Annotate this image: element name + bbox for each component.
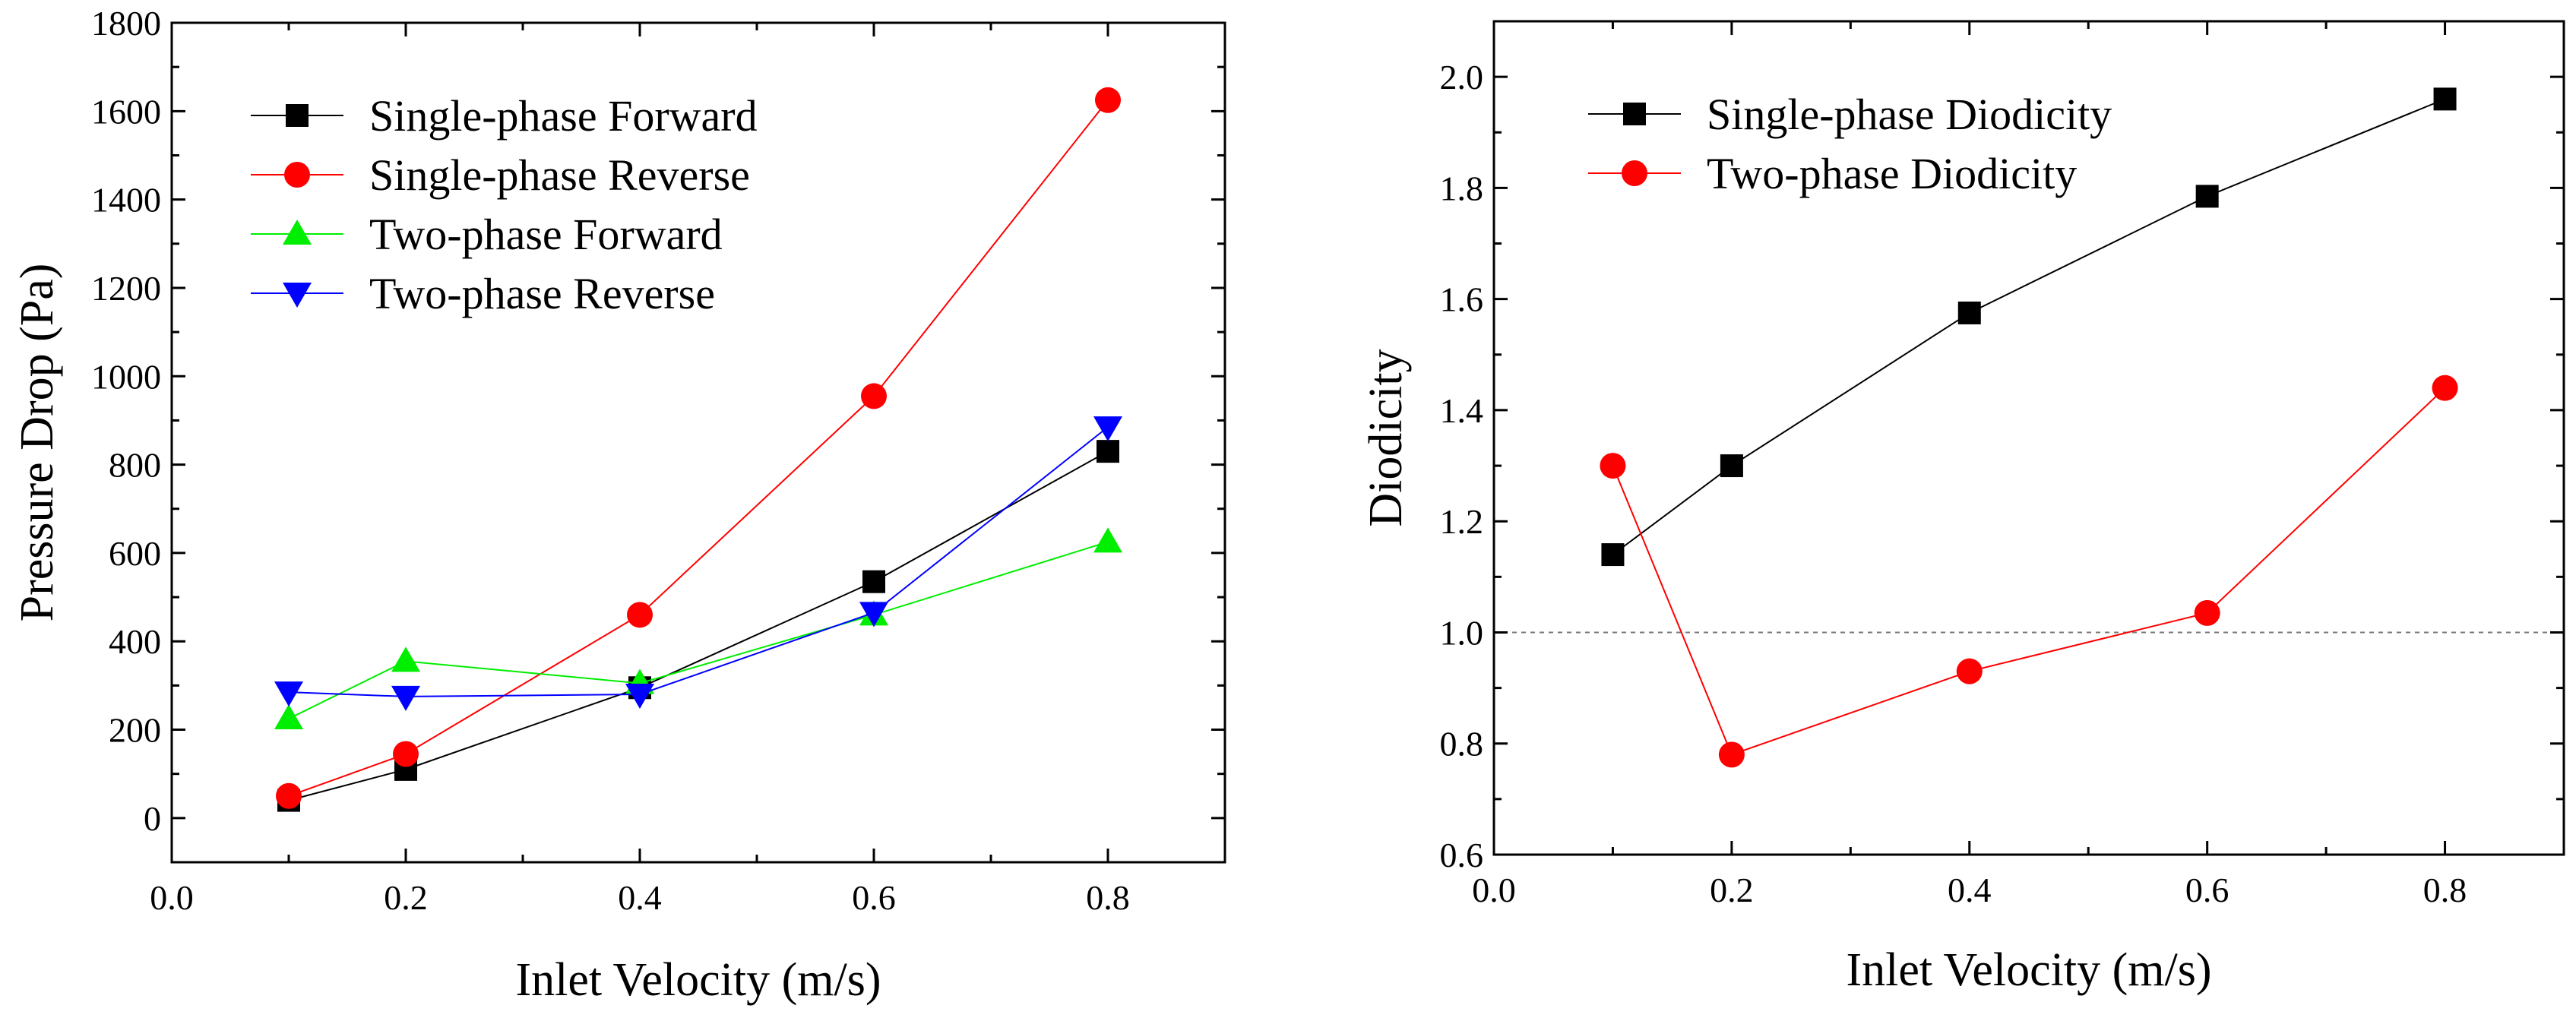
y-tick-label: 1800	[91, 4, 161, 43]
data-point	[391, 685, 420, 711]
x-tick-label: 0.0	[1472, 871, 1516, 909]
y-tick-label: 200	[109, 711, 161, 750]
y-tick-label: 1400	[91, 181, 161, 220]
legend: Single-phase Diodicity Two-phase Diodicit…	[1588, 90, 2112, 198]
data-point	[1093, 416, 1122, 442]
legend: Single-phase Forward Single-phase Reverse…	[251, 91, 758, 318]
data-point	[1095, 87, 1121, 113]
y-tick-label: 1.6	[1440, 280, 1484, 319]
x-axis-title: Inlet Velocity (m/s)	[516, 954, 881, 1006]
y-tick-label: 1000	[91, 357, 161, 396]
legend-label: Single-phase Forward	[369, 91, 758, 141]
data-point	[627, 602, 653, 628]
y-axis-title: Pressure Drop (Pa)	[11, 264, 63, 622]
data-point	[2432, 375, 2458, 401]
legend-label: Two-phase Reverse	[369, 269, 715, 318]
y-tick-label: 1.8	[1440, 169, 1484, 207]
legend-label: Two-phase Diodicity	[1707, 149, 2077, 198]
legend-marker	[283, 220, 312, 245]
x-tick-label: 0.4	[618, 878, 662, 917]
legend-label: Single-phase Reverse	[369, 150, 750, 200]
x-tick-label: 0.4	[1948, 871, 1992, 909]
y-tick-label: 800	[109, 446, 161, 485]
y-tick-label: 1.2	[1440, 502, 1484, 541]
series-line	[1612, 387, 2446, 756]
y-tick-label: 600	[109, 534, 161, 573]
series-line	[288, 426, 1109, 697]
y-axis-title: Diodicity	[1360, 349, 1412, 526]
data-point	[2194, 599, 2220, 626]
data-point	[274, 681, 303, 707]
data-point	[274, 703, 303, 729]
data-point	[859, 602, 888, 627]
legend-marker	[1622, 160, 1647, 186]
series-two-phase-reverse	[274, 416, 1122, 711]
data-point	[1718, 741, 1745, 768]
chart-panel-2: 0.0 0.2 0.4 0.6 0.8 0.6 0.8 1.0 1.2 1.4 1.6 1.8 2.0 I…	[1360, 20, 2565, 996]
y-tick-label: 1200	[91, 269, 161, 308]
series-single-phase-reverse	[276, 87, 1121, 809]
legend-marker	[283, 283, 312, 308]
y-tick-label: 0.8	[1440, 725, 1484, 763]
plot-frame	[170, 21, 1226, 864]
data-point	[276, 782, 302, 809]
data-point	[2195, 185, 2219, 208]
y-tick-label: 2.0	[1440, 58, 1484, 96]
data-point	[2433, 87, 2457, 111]
data-point	[393, 741, 419, 767]
legend-marker	[286, 104, 309, 127]
legend-marker	[1623, 103, 1646, 125]
data-point	[1957, 301, 1981, 324]
data-point	[1600, 453, 1626, 479]
y-tick-label: 0	[144, 799, 161, 838]
series-single-phase-diodicity	[1601, 87, 2457, 567]
x-tick-label: 0.2	[384, 878, 428, 917]
x-axis-title: Inlet Velocity (m/s)	[1847, 944, 2212, 996]
data-point	[625, 684, 654, 709]
x-tick-label: 0.8	[2423, 871, 2467, 909]
legend-label: Single-phase Diodicity	[1707, 90, 2112, 139]
data-point	[1093, 527, 1122, 553]
y-tick-label: 1600	[91, 92, 161, 131]
data-point	[862, 570, 885, 593]
data-point	[1956, 658, 1983, 684]
data-point	[861, 383, 887, 409]
data-point	[1097, 440, 1119, 463]
chart-panel-1: 0.0 0.2 0.4 0.6 0.8 0 200 400 600 800 1000 1200 1400…	[11, 4, 1226, 1006]
legend-label: Two-phase Forward	[369, 210, 723, 259]
y-tick-label: 1.0	[1440, 613, 1484, 652]
data-point	[1720, 454, 1743, 478]
x-tick-label: 0.6	[2185, 871, 2229, 909]
plot-frame	[1492, 20, 2565, 856]
y-tick-label: 400	[109, 622, 161, 661]
y-tick-label: 1.4	[1440, 391, 1484, 430]
data-point	[1601, 543, 1625, 567]
x-tick-label: 0.8	[1086, 878, 1130, 917]
x-tick-label: 0.2	[1710, 871, 1754, 909]
x-tick-label: 0.0	[150, 878, 194, 917]
series-two-phase-diodicity	[1600, 375, 2458, 768]
legend-marker	[284, 162, 310, 188]
y-tick-label: 0.6	[1440, 836, 1484, 874]
x-tick-label: 0.6	[852, 878, 896, 917]
data-point	[391, 646, 420, 672]
